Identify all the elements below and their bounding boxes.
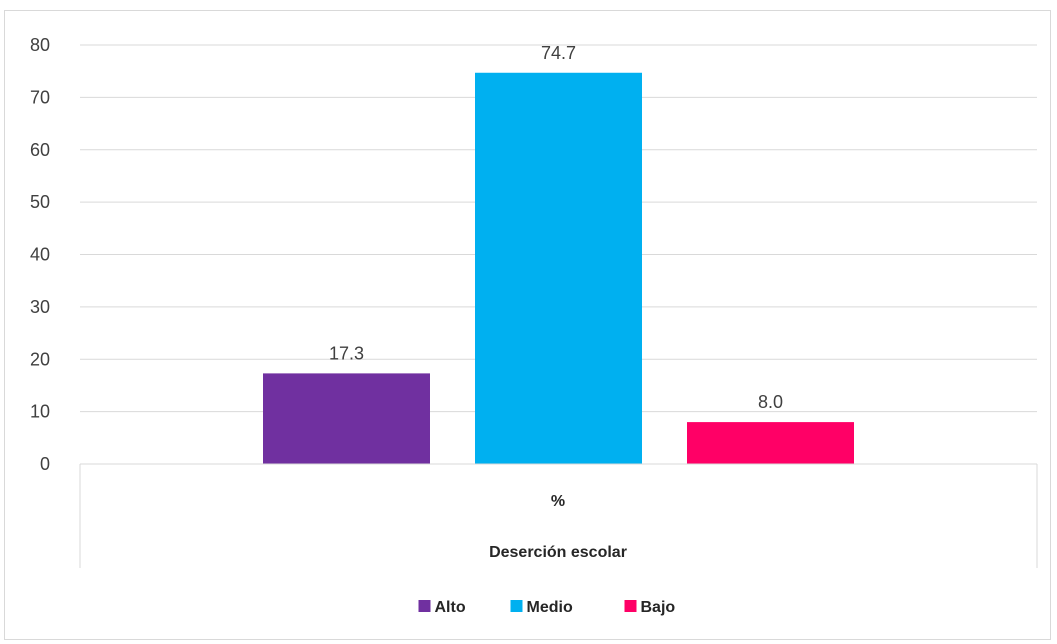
y-tick-label: 0 bbox=[40, 454, 50, 474]
y-tick-label: 60 bbox=[30, 140, 50, 160]
y-axis-ticks: 0 10 20 30 40 50 60 70 80 bbox=[30, 35, 50, 474]
y-tick-label: 40 bbox=[30, 245, 50, 265]
legend-item-bajo: Bajo bbox=[624, 599, 676, 616]
legend-label: Medio bbox=[527, 599, 573, 616]
y-tick-label: 80 bbox=[30, 35, 50, 55]
y-tick-label: 30 bbox=[30, 297, 50, 317]
legend-item-alto: Alto bbox=[418, 599, 466, 616]
data-label-medio: 74.7 bbox=[541, 43, 576, 63]
legend-item-medio: Medio bbox=[510, 599, 573, 616]
legend: Alto Medio Bajo bbox=[418, 599, 676, 616]
data-label-bajo: 8.0 bbox=[758, 392, 783, 412]
bar-medio bbox=[475, 72, 642, 464]
legend-label: Alto bbox=[435, 599, 466, 616]
bar-alto bbox=[263, 373, 430, 464]
axes bbox=[79, 463, 1038, 568]
group-label: Deserción escolar bbox=[489, 544, 627, 561]
y-tick-label: 50 bbox=[30, 192, 50, 212]
legend-swatch bbox=[624, 600, 637, 612]
data-label-alto: 17.3 bbox=[329, 343, 364, 363]
legend-label: Bajo bbox=[641, 599, 676, 616]
y-tick-label: 20 bbox=[30, 349, 50, 369]
legend-swatch bbox=[418, 600, 431, 612]
category-label: % bbox=[551, 493, 565, 510]
data-labels: 17.3 74.7 8.0 bbox=[329, 43, 783, 412]
bars bbox=[263, 72, 854, 464]
y-tick-label: 70 bbox=[30, 87, 50, 107]
y-tick-label: 10 bbox=[30, 402, 50, 422]
legend-swatch bbox=[510, 600, 523, 612]
bar-bajo bbox=[687, 422, 854, 464]
